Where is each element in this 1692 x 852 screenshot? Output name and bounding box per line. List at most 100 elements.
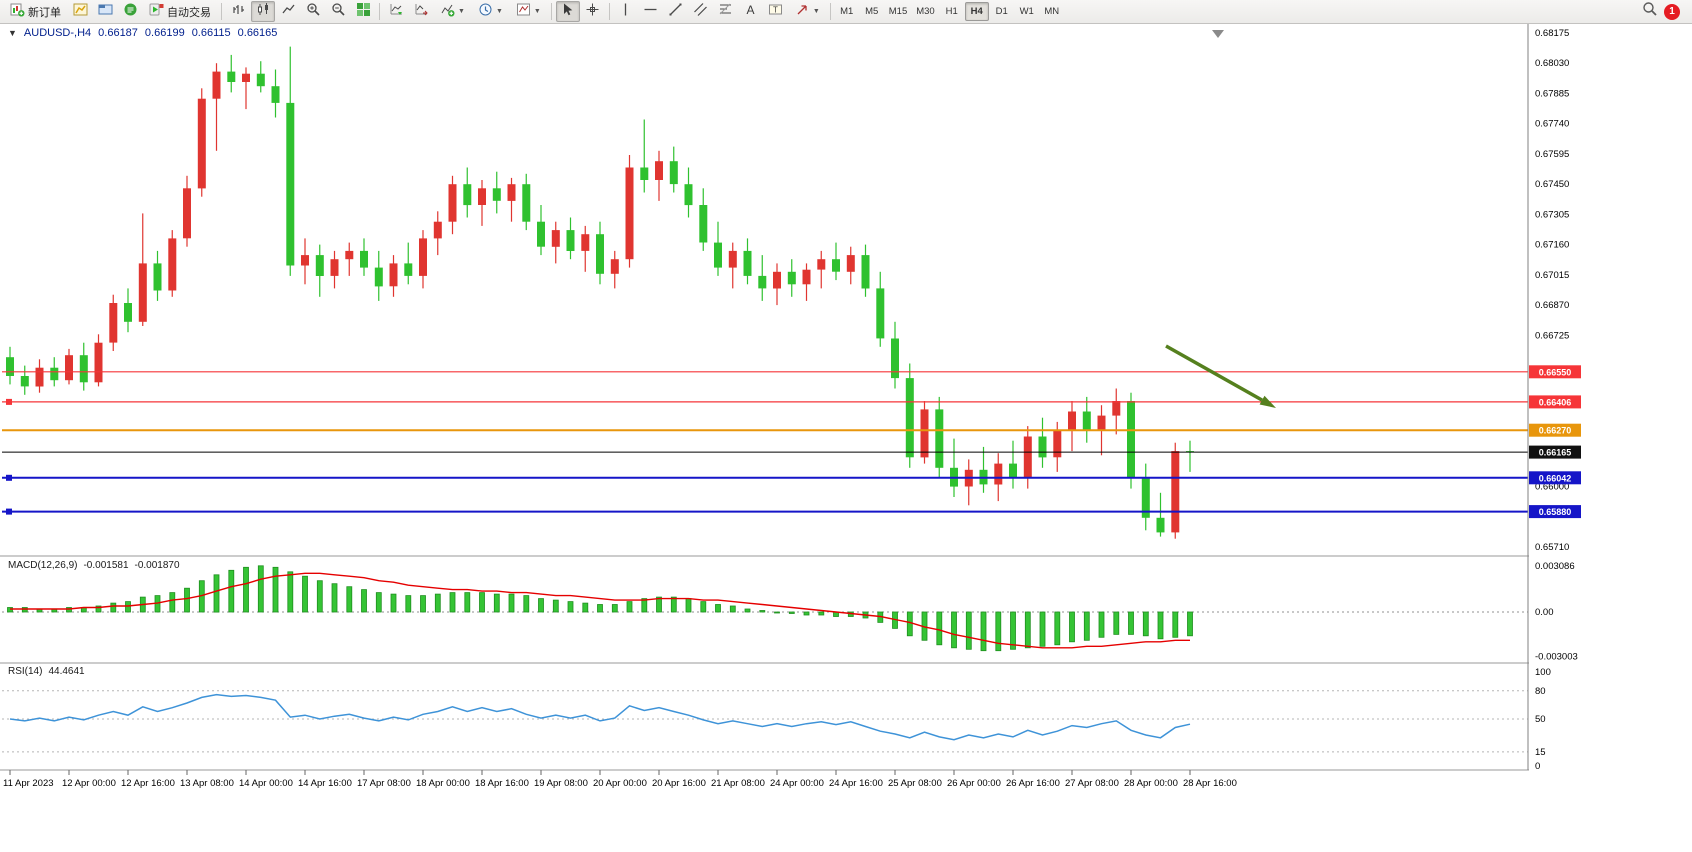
- bar-chart-button[interactable]: [226, 1, 250, 22]
- svg-text:0.67015: 0.67015: [1535, 270, 1569, 281]
- svg-text:20 Apr 00:00: 20 Apr 00:00: [593, 778, 647, 789]
- chevron-down-icon: ▼: [458, 8, 465, 15]
- chart-shift-button[interactable]: [409, 1, 433, 22]
- search-icon[interactable]: [1642, 1, 1658, 22]
- svg-text:15: 15: [1535, 747, 1546, 758]
- svg-text:0.67740: 0.67740: [1535, 119, 1569, 130]
- timeframe-m5-button[interactable]: M5: [865, 6, 879, 17]
- vertical-line-icon: [618, 2, 633, 22]
- svg-text:0.67160: 0.67160: [1535, 240, 1569, 251]
- svg-text:80: 80: [1535, 686, 1546, 697]
- macd-value: -0.001581: [83, 560, 129, 571]
- periods-button[interactable]: ▼: [472, 1, 509, 22]
- horizontal-lines-layer[interactable]: [2, 371, 1528, 515]
- navigator-icon: [98, 2, 113, 22]
- text-label-button[interactable]: T: [764, 1, 788, 22]
- svg-text:26 Apr 00:00: 26 Apr 00:00: [947, 778, 1001, 789]
- svg-text:17 Apr 08:00: 17 Apr 08:00: [357, 778, 411, 789]
- chart-shift-marker[interactable]: [1212, 30, 1224, 38]
- one-click-trading-toggle[interactable]: ▼: [8, 28, 17, 38]
- terminal-icon: [123, 2, 138, 22]
- navigator-button[interactable]: [93, 1, 117, 22]
- price-axis[interactable]: 0.68175 0.68030 0.67885 0.67740 0.67595 0.674…: [1527, 24, 1692, 852]
- candlestick-chart-button[interactable]: [251, 1, 275, 22]
- crosshair-button[interactable]: [581, 1, 605, 22]
- templates-button[interactable]: ▼: [510, 1, 547, 22]
- svg-text:0.66042: 0.66042: [1539, 473, 1572, 483]
- timeframe-m30-button[interactable]: M30: [916, 6, 935, 17]
- macd-signal-value: -0.001870: [134, 560, 180, 571]
- low-value: 0.66115: [191, 27, 231, 39]
- cursor-icon: [560, 2, 575, 22]
- text-icon: A: [743, 2, 758, 22]
- svg-text:14 Apr 00:00: 14 Apr 00:00: [239, 778, 293, 789]
- chart-shift-icon: [414, 2, 429, 22]
- timeframe-m15-button[interactable]: M15: [888, 6, 908, 17]
- arrow-tool-icon: [795, 2, 810, 22]
- new-order-button[interactable]: 新订单: [4, 1, 67, 22]
- line-chart-button[interactable]: [276, 1, 300, 22]
- time-axis[interactable]: 11 Apr 2023 12 Apr 00:00 12 Apr 16:00 13 Ap…: [3, 770, 1237, 789]
- timeframe-mn-button[interactable]: MN: [1044, 6, 1060, 17]
- svg-text:12 Apr 00:00: 12 Apr 00:00: [62, 778, 116, 789]
- crosshair-icon: [585, 2, 600, 22]
- price-chart-canvas[interactable]: 0.68175 0.68030 0.67885 0.67740 0.67595 0.674…: [0, 24, 1692, 852]
- auto-trading-button[interactable]: 自动交易: [143, 1, 217, 22]
- zoom-out-icon: [331, 2, 346, 22]
- svg-text:0.00: 0.00: [1535, 607, 1554, 618]
- svg-text:11 Apr 2023: 11 Apr 2023: [3, 778, 54, 789]
- timeframe-h4-button[interactable]: H4: [964, 2, 989, 21]
- fibonacci-button[interactable]: [714, 1, 738, 22]
- timeframe-d1-button[interactable]: D1: [995, 6, 1008, 17]
- new-order-icon: [10, 2, 25, 22]
- equidistant-channel-icon: [693, 2, 708, 22]
- equidistant-channel-button[interactable]: [689, 1, 713, 22]
- fibonacci-icon: [718, 2, 733, 22]
- arrows-tool-button[interactable]: ▼: [789, 1, 826, 22]
- svg-text:18 Apr 16:00: 18 Apr 16:00: [475, 778, 529, 789]
- toolbar-separator: [829, 3, 831, 20]
- chart-area[interactable]: 0.68175 0.68030 0.67885 0.67740 0.67595 0.674…: [0, 24, 1692, 852]
- tile-windows-button[interactable]: [351, 1, 375, 22]
- zoom-out-button[interactable]: [326, 1, 350, 22]
- toolbar-separator: [550, 3, 552, 20]
- horizontal-line-button[interactable]: [639, 1, 663, 22]
- toolbar-separator: [379, 3, 380, 20]
- text-button[interactable]: A: [739, 1, 763, 22]
- svg-text:14 Apr 16:00: 14 Apr 16:00: [298, 778, 352, 789]
- auto-trading-label: 自动交易: [167, 6, 211, 19]
- svg-text:28 Apr 16:00: 28 Apr 16:00: [1183, 778, 1237, 789]
- trendline-button[interactable]: [664, 1, 688, 22]
- cursor-button[interactable]: [555, 1, 580, 22]
- indicators-button[interactable]: ▼: [434, 1, 471, 22]
- svg-text:100: 100: [1535, 667, 1551, 678]
- auto-scroll-icon: [389, 2, 404, 22]
- candlestick-chart-icon: [256, 2, 271, 22]
- svg-text:28 Apr 00:00: 28 Apr 00:00: [1124, 778, 1178, 789]
- market-watch-button[interactable]: [68, 1, 92, 22]
- timeframe-h1-button[interactable]: H1: [945, 6, 958, 17]
- svg-text:0: 0: [1535, 761, 1540, 772]
- timeframe-m1-button[interactable]: M1: [840, 6, 854, 17]
- terminal-button[interactable]: [118, 1, 142, 22]
- templates-icon: [516, 2, 531, 22]
- auto-scroll-button[interactable]: [384, 1, 408, 22]
- svg-text:0.67885: 0.67885: [1535, 89, 1569, 100]
- svg-text:0.67450: 0.67450: [1535, 179, 1569, 190]
- svg-text:0.66270: 0.66270: [1539, 426, 1572, 436]
- vertical-line-button[interactable]: [614, 1, 638, 22]
- svg-text:0.66000: 0.66000: [1535, 482, 1569, 493]
- open-value: 0.66187: [98, 27, 138, 39]
- notification-badge[interactable]: 1: [1664, 3, 1680, 20]
- main-toolbar: 新订单 自动交易 ▼ ▼: [0, 0, 1692, 24]
- timeframe-w1-button[interactable]: W1: [1019, 6, 1034, 17]
- zoom-in-button[interactable]: [301, 1, 325, 22]
- rsi-layer: [2, 690, 1528, 753]
- trendline-icon: [668, 2, 683, 22]
- market-watch-icon: [73, 2, 88, 22]
- symbol-timeframe-label: AUDUSD-,H4: [23, 27, 92, 39]
- trend-arrow[interactable]: [1165, 344, 1276, 408]
- svg-text:27 Apr 08:00: 27 Apr 08:00: [1065, 778, 1119, 789]
- line-chart-icon: [281, 2, 296, 22]
- svg-text:13 Apr 08:00: 13 Apr 08:00: [180, 778, 234, 789]
